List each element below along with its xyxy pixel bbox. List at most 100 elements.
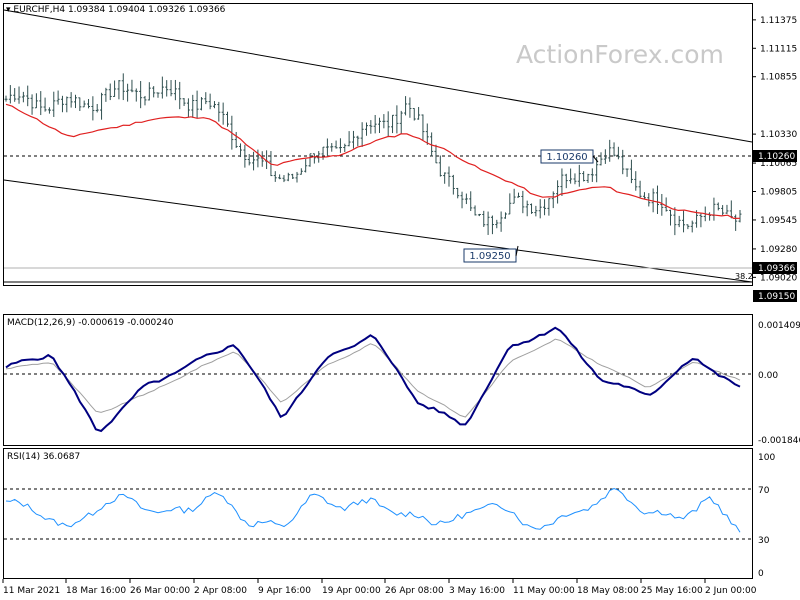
price-bar [30, 94, 34, 115]
ohlc-label: 1.09384 1.09404 1.09326 1.09366 [67, 5, 226, 15]
price-bar [477, 213, 481, 217]
price-bar [95, 103, 99, 113]
price-bar [599, 152, 603, 166]
price-bar [716, 202, 720, 211]
price-bar [443, 172, 447, 184]
price-bar [338, 138, 342, 153]
price-y-tick-label: 1.09805 [760, 188, 797, 198]
x-tick-label: 3 May 16:00 [449, 586, 505, 596]
price-bar [278, 174, 282, 180]
price-bar [469, 191, 473, 212]
x-tick-label: 11 May 00:00 [513, 586, 575, 596]
price-bar [482, 210, 486, 227]
price-bar [456, 187, 460, 199]
price-bar [4, 95, 8, 102]
resistance-price-label: 1.10260 [758, 152, 795, 162]
price-bar [425, 123, 429, 145]
price-bar [569, 168, 573, 184]
collapse-triangle-icon[interactable]: ▾ [6, 5, 11, 15]
price-y-tick-label: 1.10855 [760, 73, 797, 83]
price-bar [734, 214, 738, 231]
price-bar [325, 138, 329, 157]
x-tick-label: 2 Apr 08:00 [194, 586, 247, 596]
resistance-price-label-bg [753, 150, 797, 162]
price-bar [434, 144, 438, 164]
price-bar [530, 203, 534, 214]
price-bar [590, 168, 594, 182]
price-bar [256, 149, 260, 168]
price-bar [156, 92, 160, 98]
low-annotation: 1.09250 [469, 251, 510, 262]
price-header: ▾ EURCHF,H4 1.09384 1.09404 1.09326 1.09… [6, 5, 225, 15]
price-bar [139, 81, 143, 109]
rsi-tick-100: 100 [758, 453, 775, 463]
support-price-label: 1.09150 [758, 292, 795, 302]
price-bar [495, 219, 499, 229]
x-tick-label: 26 Apr 08:00 [385, 586, 444, 596]
price-bar [547, 198, 551, 216]
price-bar [725, 204, 729, 214]
price-bar [243, 144, 247, 168]
rsi-header: RSI(14) 36.0687 [7, 452, 81, 462]
price-bar [212, 101, 216, 109]
resistance-annotation: 1.10260 [546, 152, 587, 163]
price-bar [638, 180, 642, 199]
price-bar [651, 188, 655, 213]
price-bar [534, 205, 538, 217]
price-bar [738, 210, 742, 223]
price-bar [117, 80, 121, 100]
price-bar [603, 149, 607, 164]
x-tick-label: 18 Mar 16:00 [66, 586, 126, 596]
price-bar [503, 212, 507, 219]
macd-main-line [5, 326, 741, 433]
price-bar [412, 107, 416, 121]
price-bar [221, 102, 225, 125]
price-bar [408, 97, 412, 118]
price-bar [625, 168, 629, 177]
price-bar [291, 173, 295, 179]
price-bar [160, 76, 164, 99]
watermark: ActionForex.com [516, 40, 724, 69]
price-bar [17, 86, 21, 104]
price-bar [634, 171, 638, 191]
price-bar [113, 80, 117, 97]
macd-tick-top: 0.001409 [758, 321, 800, 331]
price-bar [217, 101, 221, 122]
price-y-tick-label: 1.11115 [760, 44, 797, 54]
price-bar [286, 172, 290, 182]
price-bar [642, 192, 646, 199]
price-bar [582, 171, 586, 182]
price-bar [686, 224, 690, 230]
symbol-label: EURCHF,H4 [13, 5, 66, 15]
price-bar [356, 135, 360, 147]
price-bar [178, 81, 182, 110]
price-bar [47, 107, 51, 114]
price-bar [460, 191, 464, 209]
price-bar [239, 143, 243, 158]
price-bar [143, 95, 147, 106]
price-bar [369, 120, 373, 134]
price-bar [673, 207, 677, 236]
price-bar [347, 131, 351, 147]
price-bar [343, 143, 347, 153]
price-bar [91, 96, 95, 121]
price-bar [721, 205, 725, 216]
fib-label: 38.2 [735, 272, 753, 281]
macd-header: MACD(12,26,9) -0.000619 -0.000240 [7, 318, 174, 328]
price-bar [395, 105, 399, 134]
price-bar [73, 94, 77, 109]
price-bar [417, 106, 421, 120]
price-bar [516, 192, 520, 198]
price-y-axis: 1.11375 1.11115 1.10855 1.10330 1.10065 1.098… [752, 16, 797, 283]
price-bar [130, 79, 134, 93]
price-bar [39, 91, 43, 116]
price-bar [87, 99, 91, 109]
price-bar [499, 211, 503, 232]
price-y-tick-label: 1.09280 [760, 245, 797, 255]
rsi-tick-70: 70 [758, 486, 770, 496]
price-bar [126, 83, 130, 102]
price-bar [21, 91, 25, 103]
price-bar [208, 93, 212, 110]
price-bar [273, 171, 277, 182]
rsi-line [5, 487, 741, 533]
